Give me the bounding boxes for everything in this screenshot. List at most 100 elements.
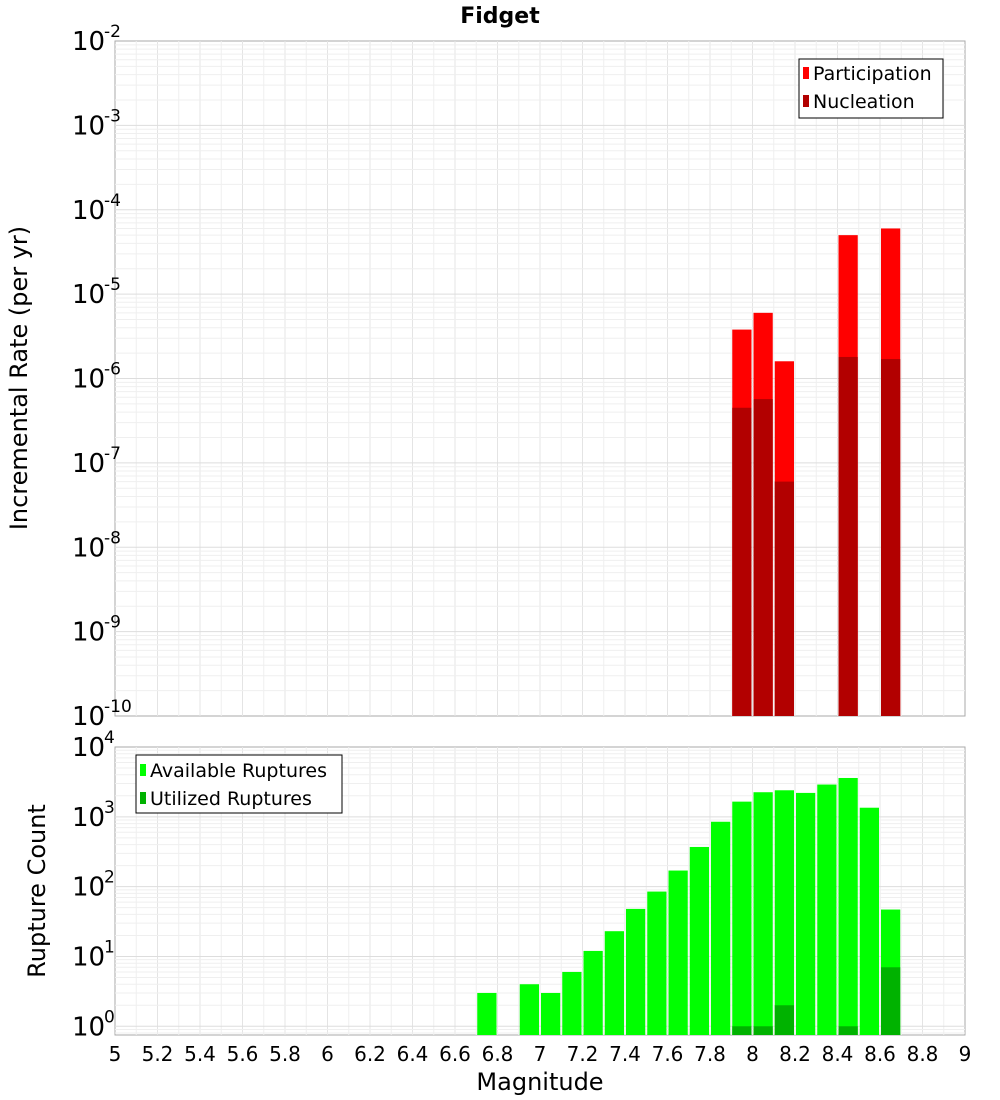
x-tick-label: 8.2 <box>779 1042 811 1066</box>
count-y-tick-exponent: 1 <box>104 937 115 957</box>
rate-y-tick-exponent: -6 <box>104 360 121 380</box>
nucleation-bar <box>838 356 858 716</box>
available-ruptures-bar <box>519 984 539 1035</box>
rate-y-tick-exponent: -4 <box>104 191 121 211</box>
rate-y-tick-label: 10 <box>72 196 105 226</box>
x-axis-ticks: 5 5.2 5.4 5.6 5.8 6 6.2 6.4 6.6 6.8 7 7.2 7.4 7.6 7.8 8… <box>109 1042 972 1066</box>
available-ruptures-bar <box>774 790 794 1035</box>
x-tick-label: 7.6 <box>652 1042 684 1066</box>
available-ruptures-bar <box>817 784 837 1035</box>
x-tick-label: 7.4 <box>609 1042 641 1066</box>
available-ruptures-bar <box>604 931 624 1035</box>
utilized-legend-label: Utilized Ruptures <box>150 788 312 810</box>
count-y-tick-label: 10 <box>72 803 105 833</box>
rate-y-tick-label: 10 <box>72 618 105 648</box>
rate-y-tick-exponent: -10 <box>104 697 132 717</box>
x-tick-label: 9 <box>959 1042 972 1066</box>
nucleation-legend-swatch <box>803 95 809 107</box>
x-tick-label: 7.2 <box>567 1042 599 1066</box>
available-ruptures-bar <box>753 792 773 1035</box>
x-tick-label: 7 <box>534 1042 547 1066</box>
utilized-legend-swatch <box>140 792 146 804</box>
utilized-ruptures-bar <box>753 1026 773 1035</box>
participation-legend-swatch <box>803 67 809 79</box>
rate-y-tick-label: 10 <box>72 280 105 310</box>
rate-legend-box <box>798 58 944 119</box>
available-ruptures-bar <box>541 992 561 1035</box>
nucleation-bar <box>881 359 901 716</box>
rate-y-tick-exponent: -7 <box>104 444 121 464</box>
x-tick-label: 7.8 <box>694 1042 726 1066</box>
available-ruptures-bar <box>838 777 858 1035</box>
x-tick-label: 5 <box>109 1042 122 1066</box>
count-legend-box <box>135 754 343 814</box>
nucleation-legend-label: Nucleation <box>813 91 915 113</box>
utilized-ruptures-bar <box>881 967 901 1035</box>
rate-y-axis-label: Incremental Rate (per yr) <box>5 226 33 530</box>
rate-y-tick-exponent: -8 <box>104 528 121 548</box>
x-tick-label: 8.6 <box>864 1042 896 1066</box>
available-ruptures-bar <box>732 801 752 1035</box>
x-tick-label: 5.2 <box>142 1042 174 1066</box>
rate-grid <box>115 41 965 716</box>
x-tick-label: 5.6 <box>227 1042 259 1066</box>
count-y-tick-exponent: 2 <box>104 868 115 888</box>
x-tick-label: 6.8 <box>482 1042 514 1066</box>
x-tick-label: 6.2 <box>354 1042 386 1066</box>
available-legend-swatch <box>140 764 146 776</box>
x-tick-label: 8.4 <box>822 1042 854 1066</box>
available-ruptures-bar <box>711 821 731 1035</box>
count-y-tick-label: 10 <box>72 873 105 903</box>
available-ruptures-bar <box>477 992 497 1035</box>
rate-y-tick-label: 10 <box>72 449 105 479</box>
available-ruptures-bar <box>796 792 816 1035</box>
available-ruptures-bar <box>859 807 879 1035</box>
utilized-ruptures-bar <box>774 1005 794 1035</box>
x-tick-label: 5.4 <box>184 1042 216 1066</box>
x-tick-label: 6.6 <box>439 1042 471 1066</box>
rate-y-tick-label: 10 <box>72 702 105 732</box>
available-ruptures-bar <box>626 908 646 1035</box>
count-y-tick-label: 10 <box>72 942 105 972</box>
utilized-ruptures-bar <box>838 1026 858 1035</box>
rate-y-tick-label: 10 <box>72 27 105 57</box>
available-ruptures-bar <box>689 846 709 1035</box>
nucleation-bar <box>774 481 794 716</box>
x-axis-label: Magnitude <box>476 1068 603 1096</box>
rate-y-tick-exponent: -2 <box>104 22 121 42</box>
count-y-tick-label: 10 <box>72 733 105 763</box>
count-legend: Available Ruptures Utilized Ruptures <box>135 754 343 814</box>
utilized-ruptures-bar <box>732 1026 752 1035</box>
participation-legend-label: Participation <box>813 63 932 85</box>
rate-y-tick-label: 10 <box>72 365 105 395</box>
count-y-tick-exponent: 4 <box>104 728 115 748</box>
rate-y-tick-exponent: -5 <box>104 275 121 295</box>
available-ruptures-bar <box>668 870 688 1035</box>
rate-y-tick-label: 10 <box>72 533 105 563</box>
rate-bars <box>732 228 901 716</box>
x-tick-label: 6 <box>321 1042 334 1066</box>
rate-y-tick-exponent: -3 <box>104 106 121 126</box>
nucleation-bar <box>753 399 773 716</box>
x-tick-label: 6.4 <box>397 1042 429 1066</box>
x-tick-label: 8 <box>746 1042 759 1066</box>
count-y-tick-exponent: 3 <box>104 798 115 818</box>
nucleation-bar <box>732 407 752 716</box>
available-ruptures-bar <box>647 891 667 1035</box>
available-legend-label: Available Ruptures <box>150 760 327 782</box>
x-tick-label: 8.8 <box>907 1042 939 1066</box>
rate-legend: Participation Nucleation <box>798 58 944 119</box>
count-y-tick-label: 10 <box>72 1012 105 1042</box>
available-ruptures-bar <box>562 971 582 1035</box>
available-ruptures-bar <box>583 950 603 1035</box>
count-bars <box>477 777 901 1035</box>
chart-title: Fidget <box>460 4 540 29</box>
count-y-tick-exponent: 0 <box>104 1007 115 1027</box>
count-y-axis-label: Rupture Count <box>23 804 51 978</box>
rate-y-tick-label: 10 <box>72 111 105 141</box>
